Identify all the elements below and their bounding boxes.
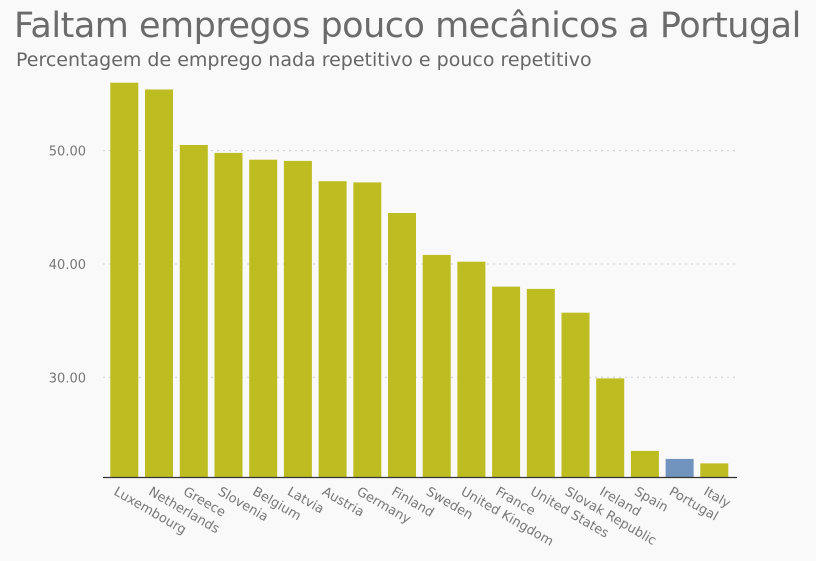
chart-subtitle: Percentagem de emprego nada repetitivo e… — [16, 49, 592, 71]
grid-layer — [103, 150, 737, 378]
bar-latvia — [283, 160, 312, 477]
bar-slovak-republic — [561, 312, 590, 477]
bar-spain — [630, 450, 659, 477]
y-tick-label: 50.00 — [49, 145, 86, 160]
y-tick-label: 30.00 — [49, 371, 86, 386]
bar-belgium — [249, 159, 278, 477]
bar-luxembourg — [110, 82, 139, 477]
bar-portugal — [665, 458, 694, 477]
y-tick-label: 40.00 — [49, 258, 86, 273]
bar-greece — [179, 145, 208, 477]
bar-united-states — [526, 288, 555, 477]
bar-austria — [318, 181, 347, 477]
bar-netherlands — [145, 89, 173, 477]
chart-title: Faltam empregos pouco mecânicos a Portug… — [14, 6, 801, 46]
bar-slovenia — [214, 152, 243, 477]
bar-united-kingdom — [457, 261, 486, 477]
bar-finland — [388, 213, 416, 477]
bar-italy — [700, 463, 729, 477]
bar-ireland — [596, 378, 625, 477]
bar-sweden — [422, 254, 451, 477]
bar-germany — [353, 182, 382, 477]
bar-layer — [110, 82, 729, 477]
bar-france — [492, 286, 521, 477]
